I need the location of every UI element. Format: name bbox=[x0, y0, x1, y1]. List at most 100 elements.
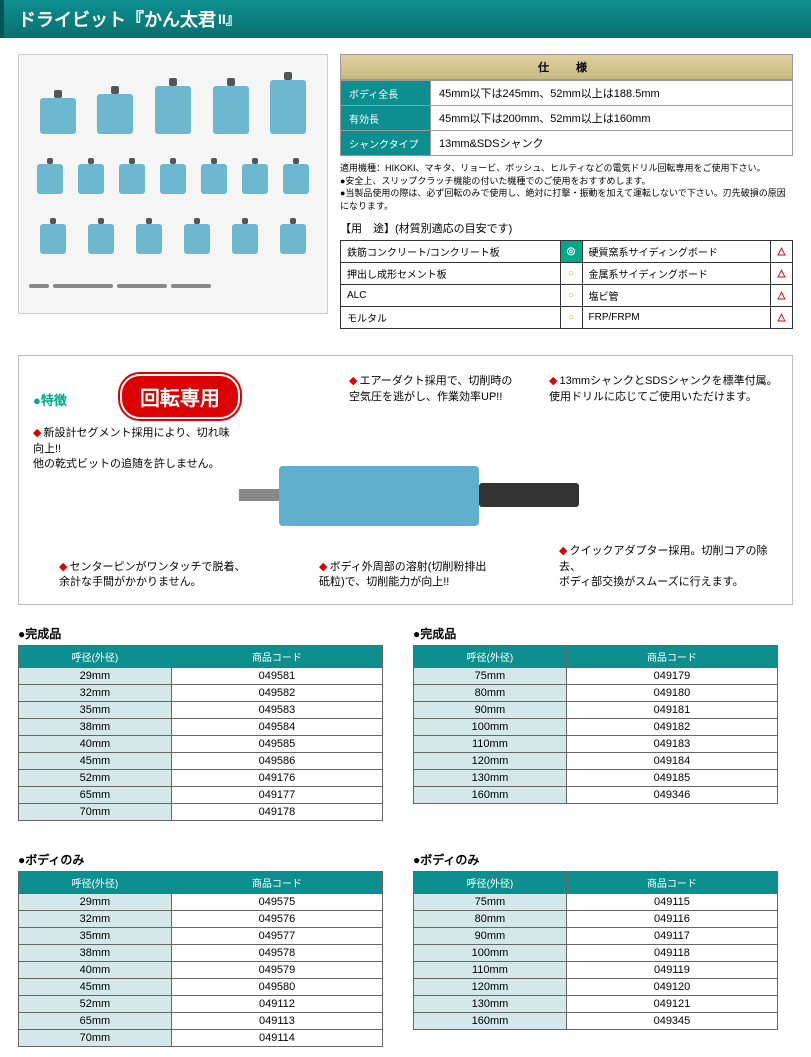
table-cell: 29mm bbox=[19, 668, 172, 685]
tool-illustration bbox=[239, 451, 599, 541]
usage-material: ALC bbox=[341, 285, 561, 307]
table-cell: 049576 bbox=[171, 911, 382, 928]
product-image bbox=[18, 54, 328, 314]
table-row: 35mm049583 bbox=[19, 702, 383, 719]
table-row: 110mm049119 bbox=[414, 962, 778, 979]
table-cell: 049115 bbox=[566, 894, 777, 911]
table-cell: 52mm bbox=[19, 770, 172, 787]
feature-item: ◆ボディ外周部の溶射(切削粉排出砥粒)で、切削能力が向上!! bbox=[319, 560, 529, 591]
table-cell: 100mm bbox=[414, 719, 567, 736]
product-table: 呼径(外径)商品コード75mm04911580mm04911690mm04911… bbox=[413, 871, 778, 1030]
table-title: ●完成品 bbox=[413, 625, 778, 642]
table-row: 75mm049179 bbox=[414, 668, 778, 685]
spec-label: ボディ全長 bbox=[341, 81, 431, 106]
usage-material: FRP/FRPM bbox=[582, 307, 770, 329]
usage-mark: ○ bbox=[560, 263, 582, 285]
usage-mark: △ bbox=[771, 241, 793, 263]
usage-material: 硬質窯系サイディングボード bbox=[582, 241, 770, 263]
table-cell: 75mm bbox=[414, 668, 567, 685]
table-row: 100mm049182 bbox=[414, 719, 778, 736]
table-cell: 29mm bbox=[19, 894, 172, 911]
table-row: 40mm049579 bbox=[19, 962, 383, 979]
table-cell: 049582 bbox=[171, 685, 382, 702]
table-row: 130mm049121 bbox=[414, 996, 778, 1013]
table-cell: 049113 bbox=[171, 1013, 382, 1030]
table-row: 32mm049582 bbox=[19, 685, 383, 702]
table-cell: 38mm bbox=[19, 719, 172, 736]
table-row: 45mm049580 bbox=[19, 979, 383, 996]
features-title: ●特徴 bbox=[33, 393, 67, 408]
table-cell: 049114 bbox=[171, 1030, 382, 1047]
table-header: 呼径(外径) bbox=[414, 872, 567, 894]
table-title: ●完成品 bbox=[18, 625, 383, 642]
spec-note: ●安全上、スリップクラッチ機能の付いた機種でのご使用をおすすめします。 bbox=[340, 175, 793, 188]
table-cell: 049179 bbox=[566, 668, 777, 685]
table-row: 70mm049178 bbox=[19, 804, 383, 821]
feature-item: ◆クイックアダプター採用。切削コアの除去、ボディ部交換がスムーズに行えます。 bbox=[559, 544, 789, 590]
table-row: 65mm049177 bbox=[19, 787, 383, 804]
spec-table: ボディ全長45mm以下は245mm、52mm以上は188.5mm有効長45mm以… bbox=[340, 80, 793, 156]
table-row: 29mm049575 bbox=[19, 894, 383, 911]
table-row: 120mm049184 bbox=[414, 753, 778, 770]
table-row: 100mm049118 bbox=[414, 945, 778, 962]
features-box: ●特徴 回転専用 ◆新設計セグメント採用により、切れ味向上!!他の乾式ビットの追… bbox=[18, 355, 793, 605]
table-cell: 049181 bbox=[566, 702, 777, 719]
usage-material: 金属系サイディングボード bbox=[582, 263, 770, 285]
table-cell: 049180 bbox=[566, 685, 777, 702]
table-cell: 80mm bbox=[414, 911, 567, 928]
table-cell: 32mm bbox=[19, 911, 172, 928]
table-row: 65mm049113 bbox=[19, 1013, 383, 1030]
title-main: ドライビット『かん太君 bbox=[18, 6, 216, 32]
table-row: 70mm049114 bbox=[19, 1030, 383, 1047]
table-cell: 75mm bbox=[414, 894, 567, 911]
spec-label: 有効長 bbox=[341, 106, 431, 131]
table-cell: 049120 bbox=[566, 979, 777, 996]
usage-material: モルタル bbox=[341, 307, 561, 329]
table-cell: 049346 bbox=[566, 787, 777, 804]
table-cell: 049581 bbox=[171, 668, 382, 685]
table-cell: 45mm bbox=[19, 979, 172, 996]
table-cell: 049586 bbox=[171, 753, 382, 770]
table-cell: 049185 bbox=[566, 770, 777, 787]
usage-mark: ○ bbox=[560, 285, 582, 307]
spec-note: 適用機種：HIKOKI、マキタ、リョービ、ボッシュ、ヒルティなどの電気ドリル回転… bbox=[340, 162, 793, 175]
table-cell: 35mm bbox=[19, 928, 172, 945]
usage-material: 塩ビ管 bbox=[582, 285, 770, 307]
page-title: ドライビット『かん太君II』 bbox=[0, 0, 811, 38]
table-cell: 049183 bbox=[566, 736, 777, 753]
rotation-badge: 回転専用 bbox=[120, 374, 240, 419]
usage-header: 【用 途】(材質別適応の目安です) bbox=[340, 220, 793, 236]
table-row: 120mm049120 bbox=[414, 979, 778, 996]
spec-label: シャンクタイプ bbox=[341, 131, 431, 156]
table-cell: 35mm bbox=[19, 702, 172, 719]
table-cell: 049184 bbox=[566, 753, 777, 770]
table-row: 52mm049112 bbox=[19, 996, 383, 1013]
table-cell: 32mm bbox=[19, 685, 172, 702]
spec-value: 45mm以下は200mm、52mm以上は160mm bbox=[431, 106, 793, 131]
spec-value: 45mm以下は245mm、52mm以上は188.5mm bbox=[431, 81, 793, 106]
spec-value: 13mm&SDSシャンク bbox=[431, 131, 793, 156]
table-cell: 100mm bbox=[414, 945, 567, 962]
spec-notes: 適用機種：HIKOKI、マキタ、リョービ、ボッシュ、ヒルティなどの電気ドリル回転… bbox=[340, 162, 793, 212]
usage-material: 鉄筋コンクリート/コンクリート板 bbox=[341, 241, 561, 263]
table-cell: 110mm bbox=[414, 736, 567, 753]
title-suffix: II』 bbox=[218, 9, 240, 29]
table-cell: 049119 bbox=[566, 962, 777, 979]
table-cell: 049182 bbox=[566, 719, 777, 736]
product-table: 呼径(外径)商品コード75mm04917980mm04918090mm04918… bbox=[413, 645, 778, 804]
table-cell: 049578 bbox=[171, 945, 382, 962]
table-cell: 049121 bbox=[566, 996, 777, 1013]
table-row: 80mm049116 bbox=[414, 911, 778, 928]
table-cell: 90mm bbox=[414, 928, 567, 945]
table-header: 呼径(外径) bbox=[19, 872, 172, 894]
table-row: 32mm049576 bbox=[19, 911, 383, 928]
table-cell: 049176 bbox=[171, 770, 382, 787]
table-cell: 049345 bbox=[566, 1013, 777, 1030]
table-cell: 70mm bbox=[19, 804, 172, 821]
table-cell: 70mm bbox=[19, 1030, 172, 1047]
table-row: 160mm049345 bbox=[414, 1013, 778, 1030]
table-row: 110mm049183 bbox=[414, 736, 778, 753]
table-cell: 45mm bbox=[19, 753, 172, 770]
usage-table: 鉄筋コンクリート/コンクリート板◎硬質窯系サイディングボード△押出し成形セメント… bbox=[340, 240, 793, 329]
table-cell: 130mm bbox=[414, 770, 567, 787]
